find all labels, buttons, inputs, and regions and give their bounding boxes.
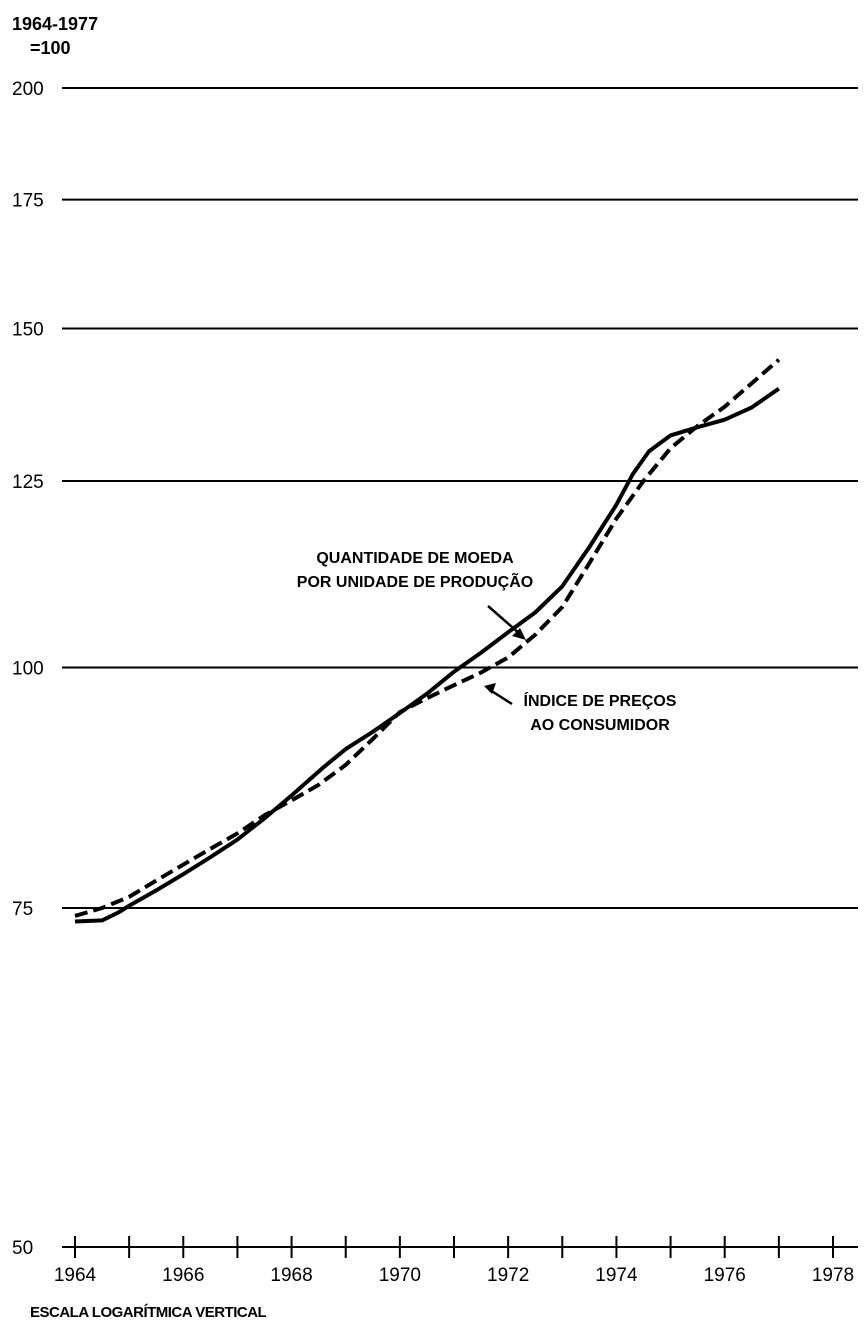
- x-tick-label-1972: 1972: [487, 1265, 529, 1286]
- footnote: ESCALA LOGARÍTMICA VERTICAL: [30, 1304, 267, 1321]
- series-line-money-per-output: [74, 386, 781, 924]
- y-tick-label-50: 50: [12, 1238, 33, 1259]
- y-tick-label-175: 175: [12, 191, 44, 212]
- y-tick-label-150: 150: [12, 320, 44, 341]
- x-tick-label-1970: 1970: [379, 1265, 421, 1286]
- series-line-consumer-price-index: [74, 358, 781, 918]
- annotation-money-arrow: [487, 605, 521, 635]
- x-tick-label-1966: 1966: [162, 1265, 204, 1286]
- x-axis: [62, 1236, 858, 1258]
- annotation-cpi: ÍNDICE DE PREÇOS AO CONSUMIDOR: [484, 683, 677, 734]
- x-tick-label-1976: 1976: [704, 1265, 746, 1286]
- x-tick-label-1968: 1968: [270, 1265, 312, 1286]
- x-tick-label-1978: 1978: [812, 1265, 854, 1286]
- series-lines: [74, 358, 781, 924]
- annotation-cpi-arrow: [489, 688, 513, 706]
- annotation-money-line-1: QUANTIDADE DE MOEDA: [316, 550, 514, 567]
- annotation-money-arrowhead: [512, 628, 526, 640]
- x-tick-label-1964: 1964: [54, 1265, 97, 1286]
- y-tick-label-125: 125: [12, 472, 44, 493]
- x-tick-labels: 1964 1966 1968 1970 1972 1974 1976 1978: [54, 1265, 854, 1286]
- annotation-cpi-line-1: ÍNDICE DE PREÇOS: [524, 691, 677, 710]
- y-axis-title-line-1: 1964-1977: [12, 14, 98, 34]
- y-tick-label-100: 100: [12, 659, 44, 680]
- y-tick-label-75: 75: [12, 899, 33, 920]
- y-tick-labels: 200 175 150 125 100 75 50: [12, 79, 44, 1259]
- annotation-cpi-line-2: AO CONSUMIDOR: [530, 717, 670, 734]
- annotation-money-line-2: POR UNIDADE DE PRODUÇÃO: [297, 571, 533, 591]
- annotation-money: QUANTIDADE DE MOEDA POR UNIDADE DE PRODU…: [297, 550, 533, 640]
- y-axis-title-line-2: =100: [30, 38, 71, 58]
- x-tick-label-1974: 1974: [595, 1265, 638, 1286]
- annotation-cpi-arrowhead: [484, 683, 496, 694]
- y-tick-label-200: 200: [12, 79, 44, 100]
- gridlines: [62, 87, 858, 910]
